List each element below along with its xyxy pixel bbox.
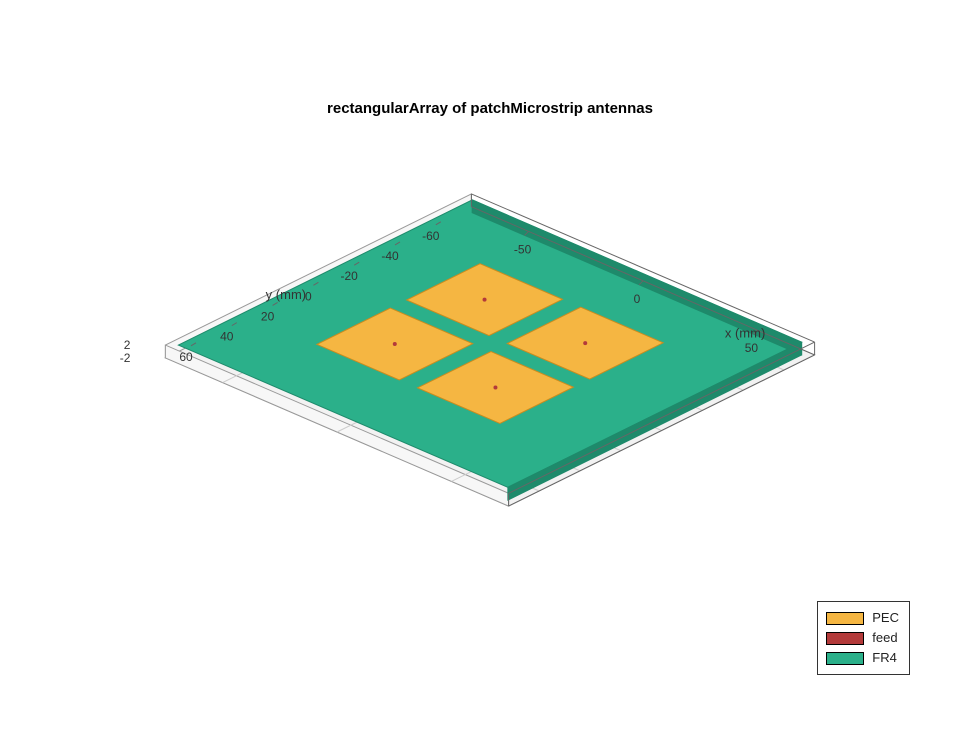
legend: PEC feed FR4 bbox=[817, 601, 910, 675]
antenna-3d-plot: -50050-60-40-200204060-22x (mm)y (mm)z (… bbox=[120, 100, 850, 540]
svg-text:-2: -2 bbox=[120, 351, 131, 365]
legend-item-feed: feed bbox=[826, 628, 899, 648]
legend-swatch-fr4 bbox=[826, 652, 864, 665]
svg-text:20: 20 bbox=[261, 309, 275, 323]
svg-text:0: 0 bbox=[634, 292, 641, 306]
svg-text:2: 2 bbox=[124, 338, 131, 352]
legend-item-pec: PEC bbox=[826, 608, 899, 628]
legend-label-fr4: FR4 bbox=[872, 648, 897, 668]
svg-text:60: 60 bbox=[179, 350, 193, 364]
svg-text:x (mm): x (mm) bbox=[725, 325, 765, 340]
svg-text:50: 50 bbox=[745, 341, 759, 355]
svg-text:40: 40 bbox=[220, 330, 234, 344]
svg-text:-40: -40 bbox=[381, 249, 399, 263]
svg-text:y (mm): y (mm) bbox=[266, 287, 306, 302]
legend-swatch-feed bbox=[826, 632, 864, 645]
legend-swatch-pec bbox=[826, 612, 864, 625]
legend-label-feed: feed bbox=[872, 628, 897, 648]
legend-item-fr4: FR4 bbox=[826, 648, 899, 668]
svg-text:-60: -60 bbox=[422, 229, 440, 243]
svg-text:-20: -20 bbox=[341, 269, 359, 283]
legend-label-pec: PEC bbox=[872, 608, 899, 628]
svg-text:-50: -50 bbox=[514, 242, 532, 256]
